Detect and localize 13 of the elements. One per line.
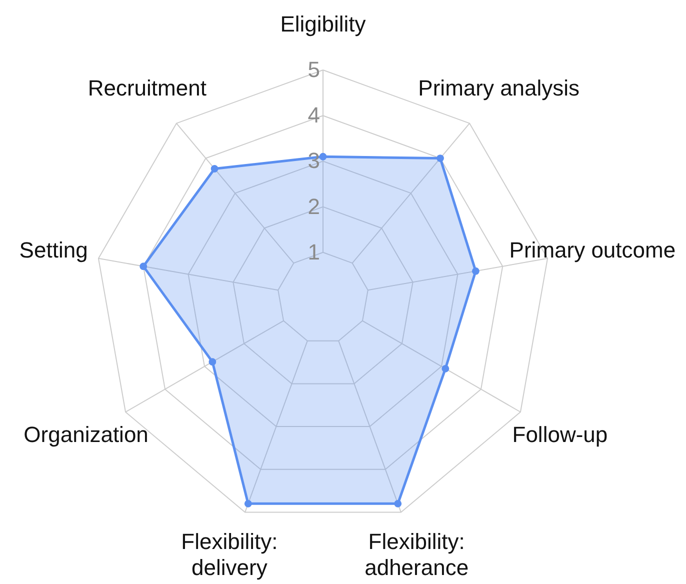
spoke-label: Eligibility (280, 11, 366, 36)
spoke-label: Primary outcome (509, 237, 676, 262)
y-tick-label: 2 (308, 194, 320, 219)
spoke-label: Organization (24, 422, 148, 447)
spoke-label: Flexibility: delivery (181, 529, 278, 580)
spoke-label: Setting (19, 237, 88, 262)
spoke-label: Recruitment (88, 75, 206, 100)
y-tick-label: 5 (308, 57, 320, 82)
y-tick-label: 4 (308, 102, 320, 128)
spoke-label: Primary analysis (418, 75, 580, 100)
spoke-label: Follow-up (512, 422, 608, 447)
spoke-label: Flexibility: adherance (364, 529, 469, 580)
y-tick-label: 1 (308, 239, 320, 264)
